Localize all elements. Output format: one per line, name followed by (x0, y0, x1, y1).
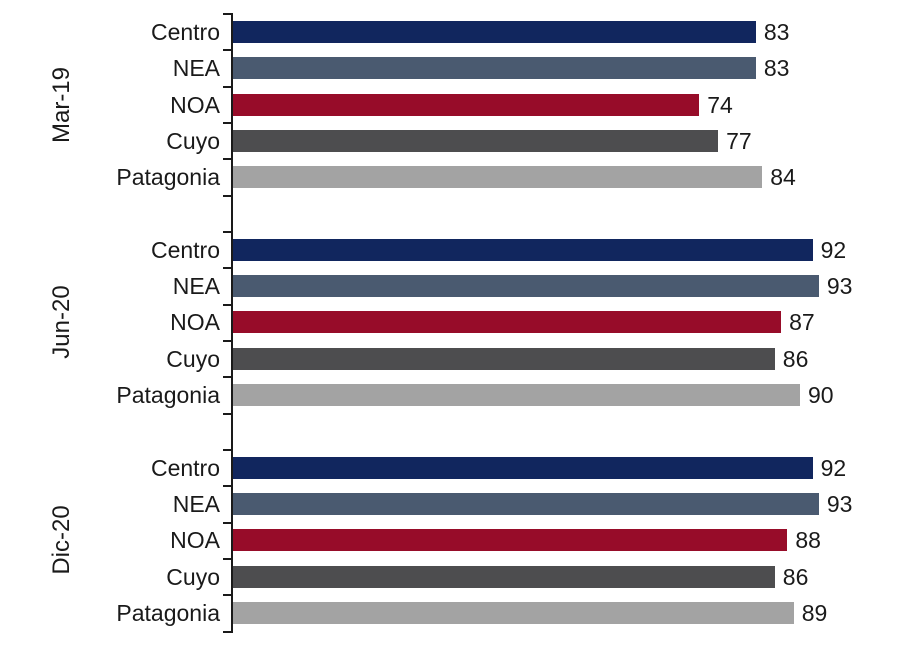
value-label: 90 (808, 381, 834, 408)
category-label: NEA (172, 491, 220, 517)
bar-row: Patagonia 89 (0, 599, 909, 626)
axis-tick (223, 121, 232, 124)
bar-row: Centro 92 (0, 454, 909, 481)
axis-tick (223, 557, 232, 560)
axis-tick (223, 521, 232, 524)
axis-tick (223, 158, 232, 161)
axis-tick (223, 267, 232, 270)
bar-row: Cuyo 86 (0, 563, 909, 590)
bar-cuyo-jun20 (233, 348, 775, 370)
category-label: NEA (172, 55, 220, 81)
value-label: 87 (789, 308, 815, 335)
bar-noa-mar19 (233, 94, 700, 116)
category-label: Patagonia (116, 382, 220, 408)
axis-tick (223, 412, 232, 415)
value-label: 84 (770, 163, 796, 190)
category-label: NOA (170, 92, 220, 118)
bar-cuyo-dic20 (233, 566, 775, 588)
bar-nea-dic20 (233, 493, 819, 515)
axis-tick (223, 13, 232, 15)
category-label: Cuyo (166, 564, 220, 590)
bar-row: Cuyo 77 (0, 127, 909, 154)
bar-patagonia-jun20 (233, 384, 800, 406)
bar-row: NEA 93 (0, 490, 909, 517)
bar-centro-mar19 (233, 21, 756, 43)
axis-tick (223, 448, 232, 451)
category-label: NOA (170, 527, 220, 553)
axis-tick (223, 230, 232, 233)
value-label: 89 (801, 599, 828, 626)
axis-tick (223, 49, 232, 52)
axis-tick (223, 630, 232, 633)
axis-tick (223, 194, 232, 197)
y-axis-line (231, 13, 233, 633)
bar-row: NEA 83 (0, 54, 909, 81)
axis-tick (223, 594, 232, 597)
value-label: 92 (820, 454, 847, 481)
value-label: 83 (763, 18, 790, 45)
bar-row: Centro 92 (0, 236, 909, 263)
axis-tick (223, 303, 232, 306)
bar-patagonia-dic20 (233, 602, 794, 624)
bar-centro-jun20 (233, 239, 813, 261)
bar-row: NEA 93 (0, 272, 909, 299)
bar-noa-dic20 (233, 529, 788, 551)
axis-tick (223, 85, 232, 88)
value-label: 86 (782, 563, 809, 590)
bar-nea-jun20 (233, 275, 819, 297)
value-label: 92 (820, 236, 847, 263)
value-label: 88 (795, 526, 821, 553)
category-label: NEA (172, 273, 220, 299)
bar-nea-mar19 (233, 57, 756, 79)
bar-row: NOA 87 (0, 308, 909, 335)
bar-row: Patagonia 90 (0, 381, 909, 408)
category-label: Centro (150, 19, 220, 45)
bar-row: NOA 88 (0, 526, 909, 553)
value-label: 93 (826, 490, 853, 517)
value-label: 74 (707, 91, 733, 118)
axis-tick (223, 485, 232, 488)
bar-noa-jun20 (233, 311, 782, 333)
axis-tick (223, 339, 232, 342)
value-label: 83 (763, 54, 790, 81)
bar-row: Cuyo 86 (0, 345, 909, 372)
value-label: 77 (726, 127, 752, 154)
bar-cuyo-mar19 (233, 130, 719, 152)
category-label: Patagonia (116, 600, 220, 626)
category-label: Patagonia (116, 164, 220, 190)
category-label: Cuyo (166, 346, 220, 372)
bar-row: Patagonia 84 (0, 163, 909, 190)
bar-centro-dic20 (233, 457, 813, 479)
bar-patagonia-mar19 (233, 166, 763, 188)
bar-row: NOA 74 (0, 91, 909, 118)
value-label: 93 (826, 272, 853, 299)
value-label: 86 (782, 345, 809, 372)
category-label: Cuyo (166, 128, 220, 154)
bar-row: Centro 83 (0, 18, 909, 45)
axis-tick (223, 376, 232, 379)
category-label: Centro (150, 237, 220, 263)
category-label: NOA (170, 309, 220, 335)
category-label: Centro (150, 455, 220, 481)
